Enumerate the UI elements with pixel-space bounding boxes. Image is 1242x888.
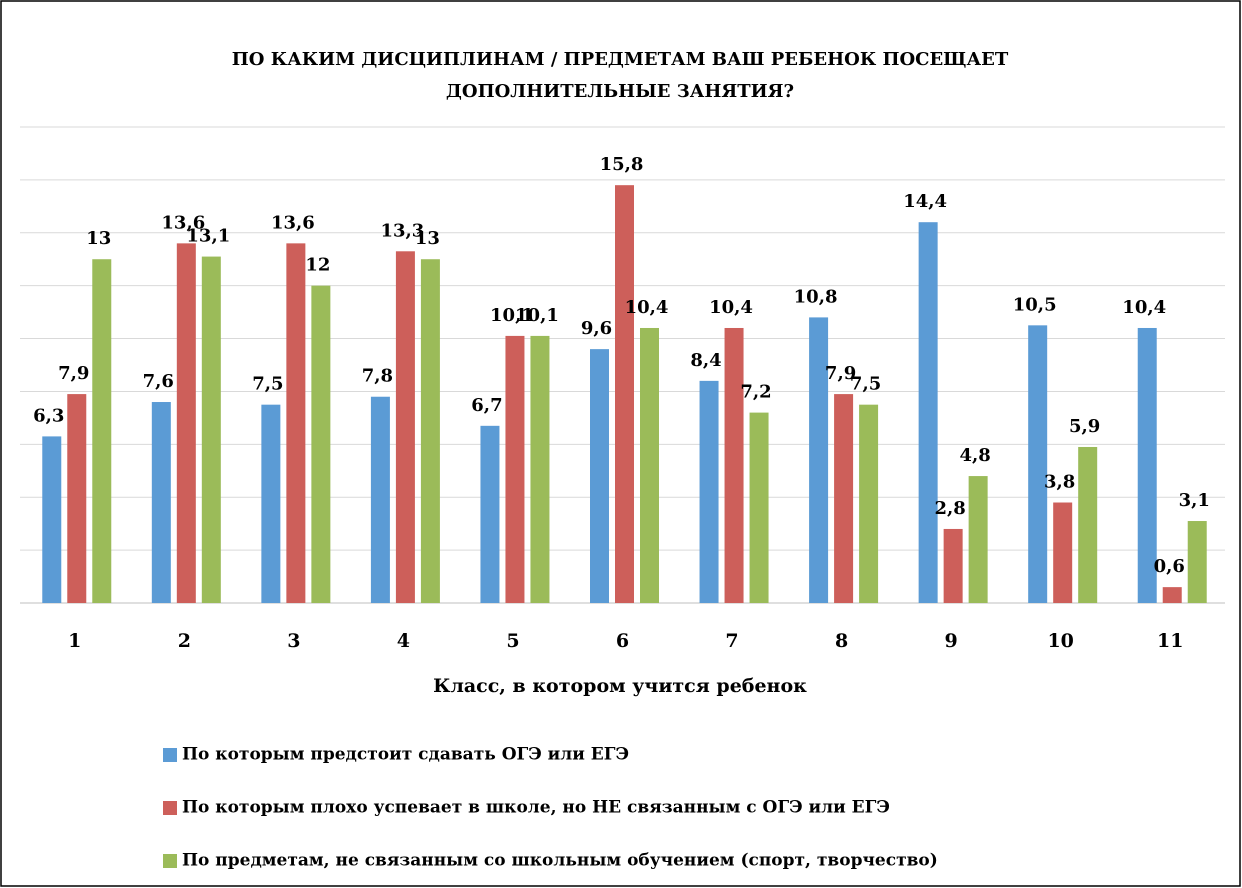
value-label: 10,4 [709,297,753,318]
x-tick-label: 3 [287,630,300,652]
value-label: 6,3 [33,405,64,426]
bar [286,243,306,603]
value-label: 7,9 [58,363,89,384]
value-label: 10,8 [794,286,838,307]
x-tick-label: 11 [1157,630,1183,652]
value-label: 7,6 [143,371,174,392]
x-tick-label: 4 [397,630,410,652]
bar [1028,325,1048,603]
value-label: 7,5 [252,374,283,395]
x-axis-title: Класс, в котором учится ребенок [433,675,807,697]
value-label: 15,8 [600,154,644,175]
chart-title: ПО КАКИМ ДИСЦИПЛИНАМ / ПРЕДМЕТАМ ВАШ РЕБ… [232,49,1009,70]
bar [480,425,500,603]
value-label: 10,1 [515,305,559,326]
value-label: 4,8 [959,445,990,466]
bar [1053,502,1073,603]
bar [311,285,331,603]
bar [1137,327,1157,603]
value-label: 8,4 [690,350,721,371]
bar [1162,587,1182,603]
bar [699,380,719,603]
value-label: 7,5 [850,374,881,395]
bar [92,259,112,603]
bar [151,402,171,603]
bar [1187,521,1207,603]
value-label: 10,4 [625,297,669,318]
value-label: 7,9 [825,363,856,384]
value-label: 12 [305,255,330,276]
x-tick-label: 9 [945,630,958,652]
value-label: 14,4 [903,191,947,212]
bar [590,349,609,603]
bar [640,327,659,603]
bar [1078,446,1098,603]
value-label: 13 [415,228,440,249]
bar [201,256,221,603]
bar [615,185,634,603]
bar [809,317,829,603]
value-label: 10,4 [1122,297,1166,318]
bar [176,243,196,603]
legend-swatch [163,801,177,815]
x-tick-label: 10 [1047,630,1073,652]
x-tick-label: 2 [178,630,191,652]
value-label: 3,1 [1179,490,1210,511]
value-label: 10,5 [1013,294,1057,315]
value-label: 13 [86,228,111,249]
value-label: 5,9 [1069,416,1100,437]
value-label: 10,1 [490,305,534,326]
value-label: 2,8 [934,498,965,519]
value-label: 13,6 [271,212,315,233]
bar [420,259,440,603]
value-label: 7,8 [362,366,393,387]
value-label: 13,1 [186,226,230,247]
value-label: 13,6 [161,212,205,233]
bar [42,436,62,603]
x-tick-label: 1 [68,630,81,652]
bar [749,412,769,603]
x-tick-label: 6 [616,630,629,652]
bar [918,222,938,603]
x-tick-label: 7 [725,630,738,652]
bar [859,404,879,603]
chart-title: ДОПОЛНИТЕЛЬНЫЕ ЗАНЯТИЯ? [446,81,794,102]
legend-label: По которым предстоит сдавать ОГЭ или ЕГЭ [182,745,629,765]
value-label: 13,3 [380,220,424,241]
bar [370,396,390,603]
legend-label: По которым плохо успевает в школе, но НЕ… [182,798,890,818]
bar [395,251,415,604]
x-tick-label: 8 [835,630,848,652]
value-label: 3,8 [1044,472,1075,493]
legend-swatch [163,854,177,868]
bar [968,476,988,603]
value-label: 7,2 [740,382,771,403]
value-label: 6,7 [471,395,502,416]
bar [530,335,550,603]
x-tick-label: 5 [506,630,519,652]
bar [261,404,281,603]
legend-swatch [163,748,177,762]
bar [67,394,87,603]
value-label: 9,6 [581,318,612,339]
bar [505,335,525,603]
bar [724,327,744,603]
bar [834,394,854,603]
value-label: 0,6 [1154,556,1185,577]
legend-label: По предметам, не связанным со школьным о… [182,851,938,871]
bar [943,528,963,603]
